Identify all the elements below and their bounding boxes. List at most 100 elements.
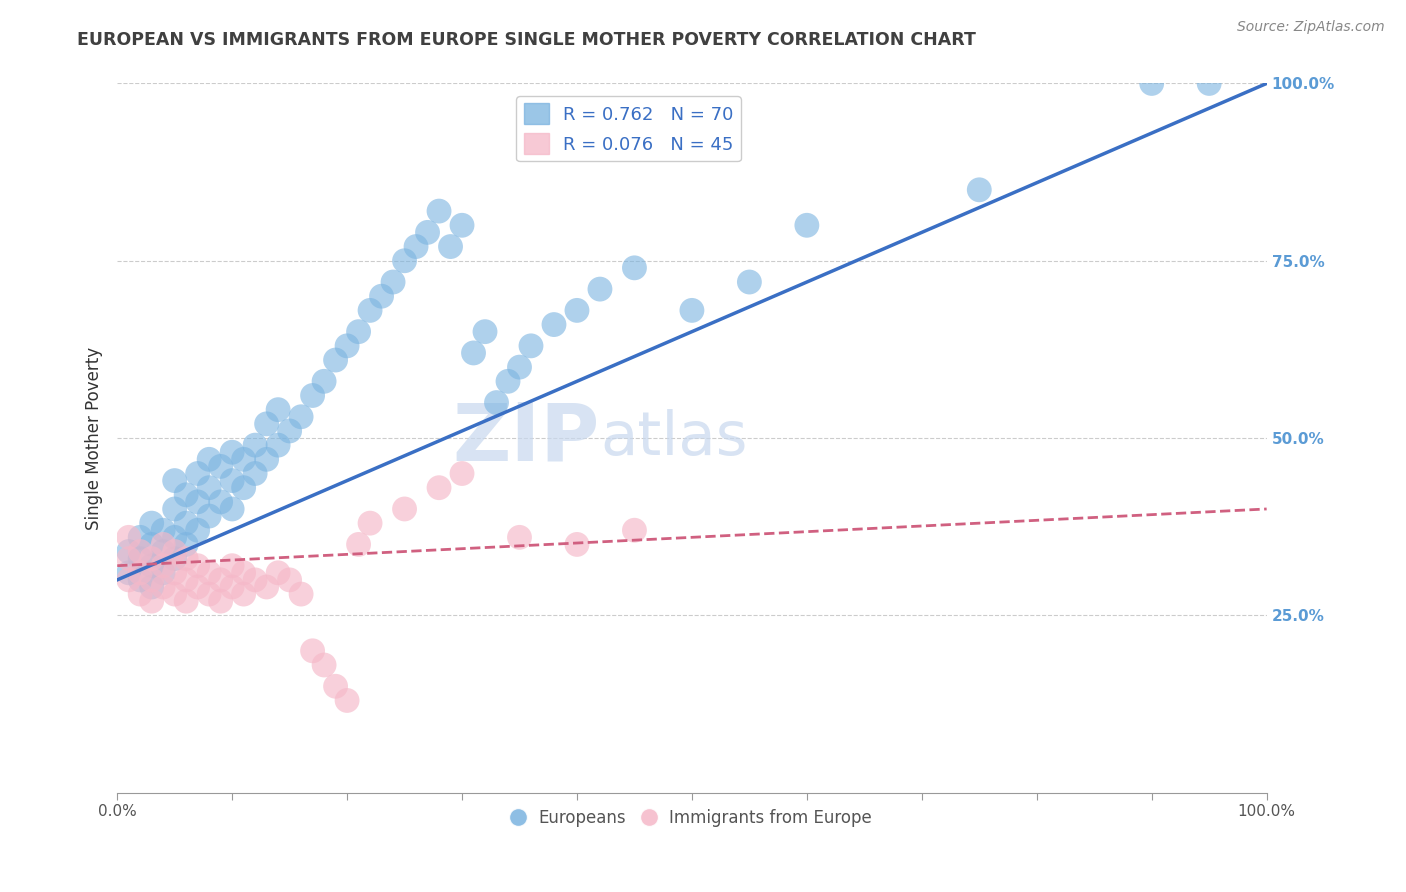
Point — [152, 580, 174, 594]
Point — [118, 544, 141, 558]
Point — [174, 537, 197, 551]
Point — [347, 325, 370, 339]
Point — [796, 219, 818, 233]
Point — [243, 467, 266, 481]
Point — [359, 303, 381, 318]
Point — [267, 402, 290, 417]
Text: EUROPEAN VS IMMIGRANTS FROM EUROPE SINGLE MOTHER POVERTY CORRELATION CHART: EUROPEAN VS IMMIGRANTS FROM EUROPE SINGL… — [77, 31, 976, 49]
Point — [141, 551, 163, 566]
Point — [232, 566, 254, 580]
Point — [174, 488, 197, 502]
Point — [118, 530, 141, 544]
Point — [439, 239, 461, 253]
Point — [520, 339, 543, 353]
Point — [174, 551, 197, 566]
Point — [474, 325, 496, 339]
Text: ZIP: ZIP — [453, 399, 600, 477]
Point — [243, 573, 266, 587]
Point — [209, 594, 232, 608]
Point — [209, 495, 232, 509]
Point — [198, 509, 221, 524]
Point — [152, 566, 174, 580]
Point — [141, 558, 163, 573]
Point — [543, 318, 565, 332]
Point — [209, 459, 232, 474]
Point — [290, 587, 312, 601]
Point — [198, 566, 221, 580]
Point — [394, 253, 416, 268]
Point — [394, 502, 416, 516]
Point — [118, 566, 141, 580]
Point — [163, 530, 186, 544]
Point — [221, 558, 243, 573]
Point — [496, 374, 519, 388]
Point — [141, 580, 163, 594]
Point — [405, 239, 427, 253]
Point — [256, 580, 278, 594]
Point — [221, 580, 243, 594]
Point — [198, 481, 221, 495]
Point — [290, 409, 312, 424]
Point — [209, 573, 232, 587]
Point — [118, 573, 141, 587]
Point — [267, 566, 290, 580]
Point — [129, 587, 152, 601]
Point — [416, 226, 439, 240]
Point — [232, 452, 254, 467]
Point — [347, 537, 370, 551]
Point — [232, 587, 254, 601]
Point — [256, 417, 278, 431]
Point — [129, 566, 152, 580]
Point — [198, 452, 221, 467]
Point — [129, 544, 152, 558]
Point — [129, 573, 152, 587]
Point — [152, 544, 174, 558]
Point — [359, 516, 381, 530]
Point — [623, 523, 645, 537]
Point — [451, 219, 474, 233]
Point — [336, 693, 359, 707]
Point — [118, 551, 141, 566]
Point — [187, 558, 209, 573]
Point — [141, 594, 163, 608]
Point — [314, 658, 336, 673]
Point — [370, 289, 392, 303]
Point — [1140, 77, 1163, 91]
Point — [325, 353, 347, 368]
Point — [163, 551, 186, 566]
Point — [267, 438, 290, 452]
Point — [163, 587, 186, 601]
Point — [152, 537, 174, 551]
Point — [508, 530, 530, 544]
Point — [174, 573, 197, 587]
Point — [232, 481, 254, 495]
Point — [301, 644, 323, 658]
Point — [221, 445, 243, 459]
Point — [278, 573, 301, 587]
Point — [243, 438, 266, 452]
Point — [152, 558, 174, 573]
Point — [451, 467, 474, 481]
Text: atlas: atlas — [600, 409, 748, 467]
Point — [198, 587, 221, 601]
Point — [187, 523, 209, 537]
Point — [382, 275, 405, 289]
Point — [463, 346, 485, 360]
Point — [427, 481, 450, 495]
Point — [141, 537, 163, 551]
Point — [969, 183, 991, 197]
Point — [738, 275, 761, 289]
Point — [314, 374, 336, 388]
Point — [163, 544, 186, 558]
Legend: Europeans, Immigrants from Europe: Europeans, Immigrants from Europe — [505, 803, 879, 834]
Point — [141, 573, 163, 587]
Point — [681, 303, 703, 318]
Point — [278, 424, 301, 438]
Text: Source: ZipAtlas.com: Source: ZipAtlas.com — [1237, 20, 1385, 34]
Point — [129, 551, 152, 566]
Point — [174, 594, 197, 608]
Point — [589, 282, 612, 296]
Point — [221, 502, 243, 516]
Point — [427, 204, 450, 219]
Point — [187, 495, 209, 509]
